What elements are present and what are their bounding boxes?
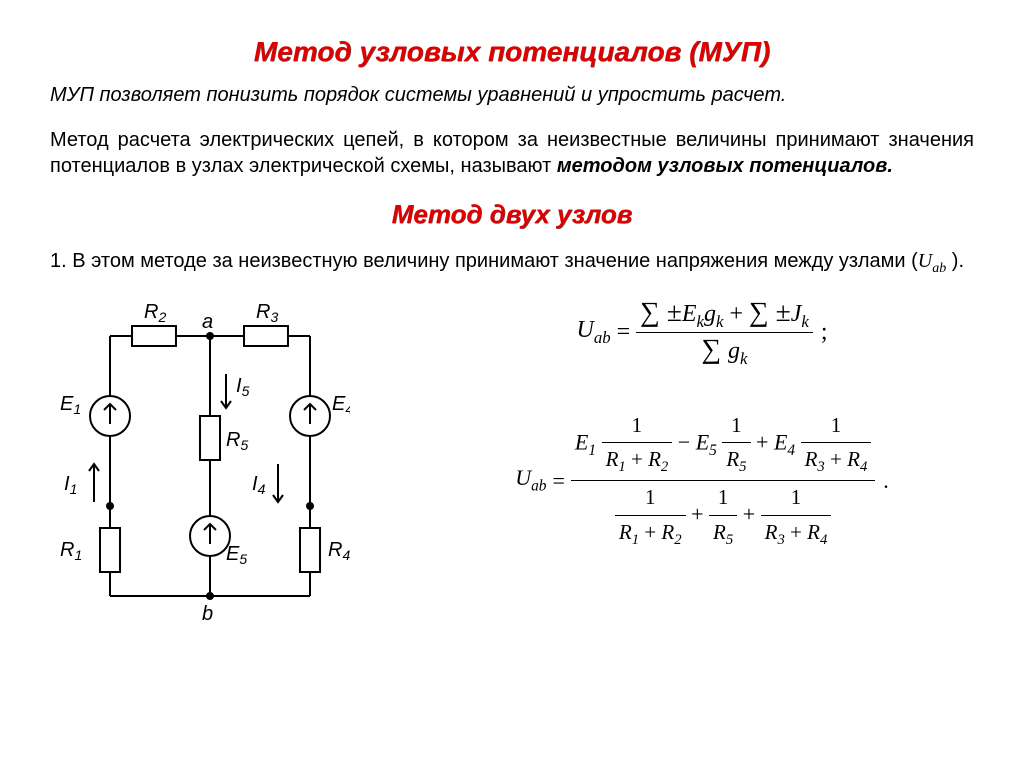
f2-lhs-sub: ab xyxy=(531,478,546,495)
svg-text:R3: R3 xyxy=(256,301,278,325)
f2-t1-Ra: R xyxy=(606,447,619,471)
svg-text:a: a xyxy=(202,311,213,333)
definition-term: методом узловых потенциалов. xyxy=(557,155,893,177)
f2-d2-R: R xyxy=(713,520,726,544)
f2-t3-plus: + xyxy=(825,447,847,471)
f2-t2-R: R xyxy=(726,447,739,471)
f2-dplus2: + xyxy=(743,502,761,527)
f1-Jk-sub: k xyxy=(801,312,808,331)
var-U-sub: ab xyxy=(932,261,946,276)
f1-Ek-sub: k xyxy=(697,312,704,331)
svg-text:R5: R5 xyxy=(226,429,248,453)
step1-post: ). xyxy=(946,250,964,272)
f2-t1-plus: + xyxy=(626,447,648,471)
svg-text:I5: I5 xyxy=(236,375,250,399)
f2-dplus1: + xyxy=(691,502,709,527)
subtitle: Метод двух узлов xyxy=(0,179,1024,230)
f2-t3-Ra: R xyxy=(805,447,818,471)
f2-d3-Rb: R xyxy=(807,520,820,544)
f2-d3-plus: + xyxy=(785,520,807,544)
svg-text:R1: R1 xyxy=(60,539,82,563)
f1-Ek: E xyxy=(682,301,697,327)
f2-t1-Ras: 1 xyxy=(618,460,625,476)
f2-E1: E xyxy=(575,429,588,454)
f1-sigma3: ∑ xyxy=(701,333,728,364)
f1-gk: g xyxy=(704,301,716,327)
f1-sigma1: ∑ ± xyxy=(640,296,682,327)
f1-plus: + xyxy=(723,301,749,327)
f2-t1-Rbs: 2 xyxy=(661,460,668,476)
f2-d3-Rbs: 4 xyxy=(820,532,827,548)
formula-column: Uab = ∑ ±Ekgk + ∑ ±Jk ∑ gk ; Uab = E1 1R… xyxy=(410,286,994,626)
formula-specific: Uab = E1 1R1 + R2 − E5 1R5 + E4 1R3 + R4… xyxy=(410,409,994,553)
f2-t1-num: 1 xyxy=(602,409,673,443)
f2-E5s: 5 xyxy=(709,442,717,459)
f1-den-gk-sub: k xyxy=(740,349,747,368)
f2-lhs-var: U xyxy=(515,465,531,490)
f2-d1-Ras: 1 xyxy=(632,532,639,548)
f2-t3-Rbs: 4 xyxy=(860,460,867,476)
f2-d2-Rs: 5 xyxy=(726,532,733,548)
f2-d3-Ra: R xyxy=(765,520,778,544)
f2-plus: + xyxy=(756,429,774,454)
f2-E1s: 1 xyxy=(588,442,596,459)
f2-t3-num: 1 xyxy=(801,409,872,443)
f2-t3-Ras: 3 xyxy=(817,460,824,476)
f2-d1-Rb: R xyxy=(661,520,674,544)
f2-t2-num: 1 xyxy=(722,409,750,443)
svg-text:R4: R4 xyxy=(328,539,350,563)
f2-t1-Rb: R xyxy=(648,447,661,471)
svg-text:b: b xyxy=(202,603,213,625)
svg-text:E5: E5 xyxy=(226,543,247,567)
f1-den-gk: g xyxy=(728,338,740,364)
svg-text:R2: R2 xyxy=(144,301,166,325)
svg-text:E4: E4 xyxy=(332,393,350,417)
f2-t2-Rs: 5 xyxy=(739,460,746,476)
f2-d2-num: 1 xyxy=(709,481,737,515)
f1-lhs-var: U xyxy=(576,317,593,343)
f2-E4s: 4 xyxy=(787,442,795,459)
f2-E5: E xyxy=(696,429,709,454)
definition-paragraph: Метод расчета электрических цепей, в кот… xyxy=(0,107,1024,179)
f2-d1-Ra: R xyxy=(619,520,632,544)
method-step-1: 1. В этом методе за неизвестную величину… xyxy=(0,230,1024,278)
intro-text: МУП позволяет понизить порядок системы у… xyxy=(0,68,1024,107)
step1-pre: 1. В этом методе за неизвестную величину… xyxy=(50,250,918,272)
f2-d3-num: 1 xyxy=(761,481,832,515)
page-title: Метод узловых потенциалов (МУП) xyxy=(0,0,1024,68)
f1-lhs-sub: ab xyxy=(594,328,611,347)
f2-d3-Ras: 3 xyxy=(777,532,784,548)
f2-minus: − xyxy=(678,429,696,454)
f2-d1-Rbs: 2 xyxy=(674,532,681,548)
formula-general: Uab = ∑ ±Ekgk + ∑ ±Jk ∑ gk ; xyxy=(410,296,994,369)
f1-Jk: J xyxy=(791,301,802,327)
circuit-diagram: R2 R3 a E1 E4 I1 I5 I4 R5 E5 R1 R4 b xyxy=(50,286,350,626)
f2-d1-num: 1 xyxy=(615,481,686,515)
svg-text:I1: I1 xyxy=(64,473,77,497)
f2-E4: E xyxy=(774,429,787,454)
f2-d1-plus: + xyxy=(639,520,661,544)
f1-sigma2: ∑ ± xyxy=(749,296,791,327)
svg-text:E1: E1 xyxy=(60,393,81,417)
svg-text:I4: I4 xyxy=(252,473,266,497)
var-U: U xyxy=(918,250,932,272)
f2-t3-Rb: R xyxy=(847,447,860,471)
